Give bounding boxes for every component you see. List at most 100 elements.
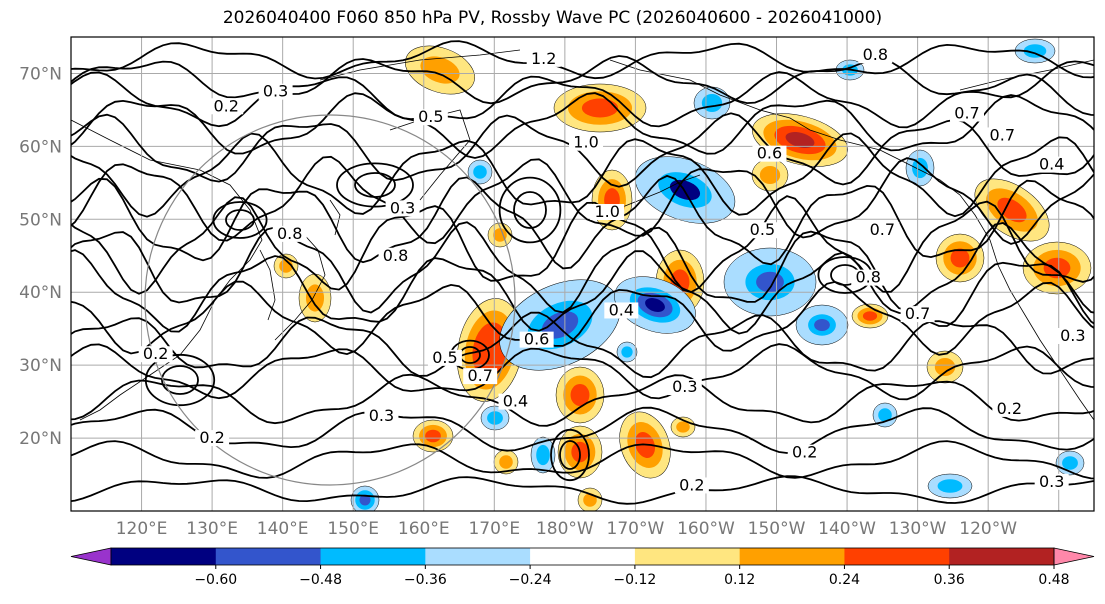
contour-label-background — [413, 109, 448, 126]
contour-value-label: 0.8 — [856, 268, 881, 287]
latitude-label: 20°N — [19, 429, 62, 449]
gridlines — [71, 37, 1094, 511]
pv-closed-contour — [336, 162, 414, 208]
colorbar-tick-label: −0.60 — [194, 572, 237, 588]
contour-label-background — [1034, 473, 1069, 490]
contour-label-background — [378, 247, 413, 264]
colorbar-tick-label: −0.36 — [404, 572, 447, 588]
longitude-label: 140°E — [257, 519, 309, 539]
contour-label-background — [590, 204, 625, 221]
colorbar-extend-high — [1053, 547, 1095, 566]
contour-label-background — [209, 98, 244, 115]
contour-label-background — [752, 145, 787, 162]
pv-contour-line — [71, 221, 1094, 314]
pv-contour-line — [71, 40, 1094, 80]
contour-value-label: 0.6 — [757, 144, 782, 163]
pv-closed-contour — [559, 440, 581, 470]
contour-value-label: 0.8 — [277, 224, 302, 243]
latitude-labels: 70°N 60°N 50°N 40°N 30°N 20°N — [19, 64, 62, 449]
colorbar-segment — [634, 548, 741, 565]
pv-contour-line — [71, 440, 1094, 480]
longitude-label: 130°W — [889, 519, 947, 539]
contour-label-background — [1055, 327, 1090, 344]
colorbar-tick-label: 0.48 — [1038, 572, 1069, 588]
contour-value-label: 0.7 — [870, 220, 895, 239]
pv-anomaly-patch — [467, 159, 493, 185]
pv-contour-line — [71, 155, 1094, 245]
contour-label-background — [138, 346, 173, 363]
longitude-label: 160°E — [398, 519, 450, 539]
latitude-label: 30°N — [19, 356, 62, 376]
contour-value-label: 1.0 — [594, 202, 619, 221]
contour-value-label: 0.5 — [432, 348, 457, 367]
contour-labels: 0.2 0.5 0.3 0.8 0.8 1.0 1.0 0.6 0.5 0.7 0.8 0.7 0.3 0… — [138, 45, 1090, 494]
pv-contour-line — [71, 92, 1094, 159]
pv-closed-contour — [513, 191, 547, 229]
contour-value-label: 0.4 — [609, 300, 634, 319]
pv-anomaly-patch — [412, 419, 454, 453]
pv-closed-contour — [354, 172, 396, 198]
contour-label-background — [526, 50, 561, 67]
pv-contour-line — [71, 132, 1094, 218]
contour-value-label: 0.6 — [524, 330, 549, 349]
pv-contour-line — [71, 112, 1094, 188]
contour-label-background — [674, 477, 709, 494]
longitude-label: 150°W — [748, 519, 806, 539]
latitude-label: 50°N — [19, 210, 62, 230]
pv-anomaly-patch — [795, 304, 849, 346]
pv-closed-contour — [225, 209, 255, 231]
contour-label-background — [900, 306, 935, 323]
pv-contour-line — [71, 475, 1094, 505]
latitude-label: 40°N — [19, 283, 62, 303]
contour-value-label: 0.2 — [679, 475, 704, 494]
coastline — [909, 164, 1094, 421]
coastline — [609, 59, 911, 166]
colorbar-tick-label: −0.24 — [509, 572, 552, 588]
pv-closed-contour — [550, 428, 590, 482]
latitude-label: 60°N — [19, 137, 62, 157]
contour-value-label: 1.2 — [531, 49, 556, 68]
contour-label-background — [865, 222, 900, 239]
colorbar-segment — [320, 548, 426, 565]
contour-label-background — [519, 331, 554, 348]
contour-label-background — [858, 47, 893, 64]
colorbar-segment — [530, 548, 636, 565]
contour-label-background — [950, 105, 985, 122]
colorbar-segment — [425, 548, 531, 565]
coastline — [71, 119, 263, 421]
colorbar-tick-label: −0.48 — [299, 572, 342, 588]
longitude-label: 120°E — [116, 519, 168, 539]
pv-closed-contour — [144, 353, 216, 407]
pv-closed-contour — [161, 365, 199, 395]
contour-label-background — [258, 83, 293, 100]
pv-anomaly-patch — [298, 273, 332, 323]
contour-value-label: 0.5 — [750, 220, 775, 239]
colorbar-tick-label: −0.12 — [613, 572, 656, 588]
colorbar-segment — [215, 548, 322, 565]
contour-value-label: 0.7 — [905, 304, 930, 323]
contour-label-background — [385, 200, 420, 217]
contour-label-background — [272, 225, 307, 242]
contour-value-label: 0.2 — [792, 443, 817, 462]
pv-anomaly-patch — [530, 436, 556, 474]
page-title: 2026040400 F060 850 hPa PV, Rossby Wave … — [222, 8, 883, 28]
contour-value-label: 0.2 — [143, 344, 168, 363]
contour-label-background — [745, 222, 780, 239]
pv-contour-line — [71, 280, 1094, 356]
pv-anomaly-patch — [872, 402, 898, 428]
contour-label-background — [427, 349, 462, 366]
pv-anomaly-patch — [577, 487, 603, 511]
pv-closed-contour — [498, 176, 562, 244]
pv-contour-line — [71, 55, 1094, 105]
pv-anomaly-patch — [926, 350, 964, 384]
longitude-labels: 120°E 130°E 140°E 150°E 160°E 170°E 180°W 170°W… — [116, 519, 1018, 539]
colorbar-segment — [111, 548, 217, 565]
pv-anomaly-patch — [616, 341, 638, 363]
longitude-label: 180°W — [536, 519, 594, 539]
contour-label-background — [992, 400, 1027, 417]
longitude-label: 160°W — [677, 519, 735, 539]
contour-label-background — [364, 408, 399, 425]
contour-value-label: 0.2 — [199, 428, 224, 447]
contour-label-background — [985, 127, 1020, 144]
contour-value-label: 0.4 — [1039, 155, 1064, 174]
